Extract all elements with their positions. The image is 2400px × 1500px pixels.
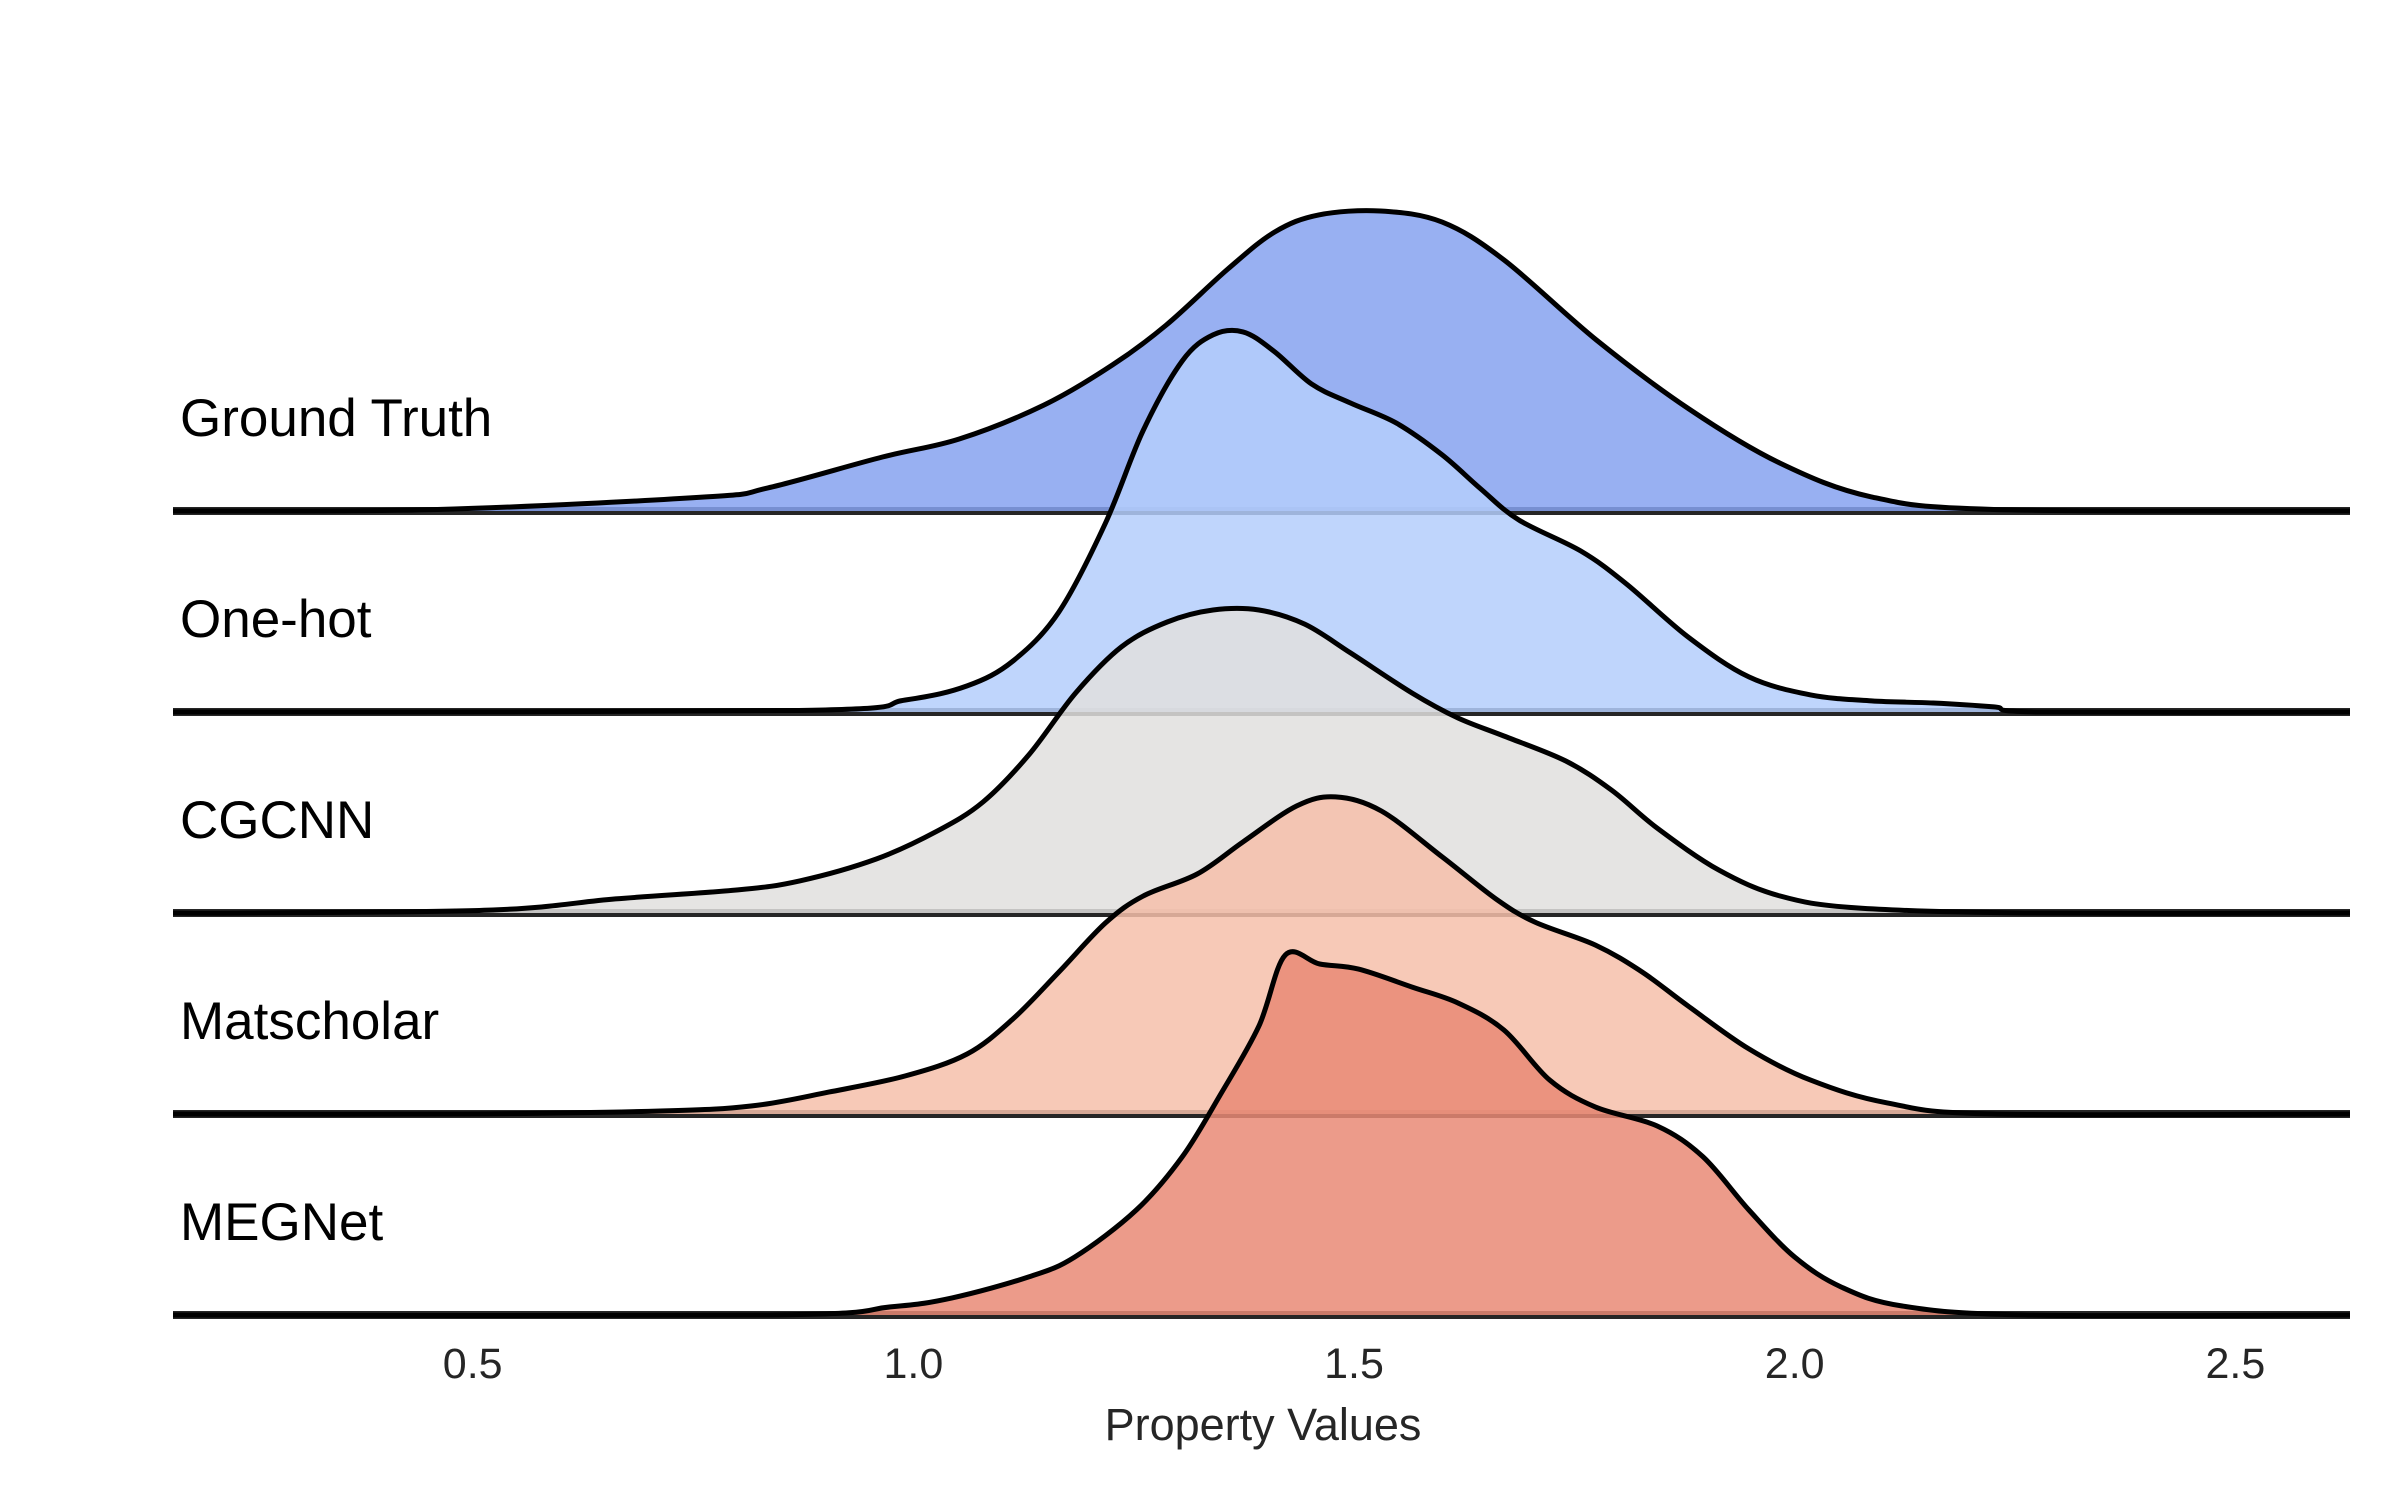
ridge-fill-cgcnn (173, 608, 2350, 914)
ridge-one-hot (172, 327, 2351, 715)
x-tick-label: 2.5 (2206, 1340, 2266, 1388)
ridge-outline-one-hot (172, 327, 2351, 715)
ridge-fill-one-hot (173, 330, 2350, 713)
x-tick-label: 1.0 (884, 1340, 944, 1388)
ridge-megnet (172, 949, 2351, 1319)
ridges (172, 208, 2351, 1319)
ridge-outline-ground-truth (172, 208, 2351, 514)
x-axis-label: Property Values (1105, 1399, 1422, 1450)
ridge-outline-matscholar (172, 794, 2351, 1118)
x-tick-label: 2.0 (1765, 1340, 1825, 1388)
row-label-cgcnn: CGCNN (180, 791, 374, 850)
row-label-matscholar: Matscholar (180, 992, 439, 1051)
ridge-fill-megnet (173, 951, 2350, 1316)
row-label-one-hot: One-hot (180, 590, 372, 649)
ridge-cgcnn (172, 605, 2351, 916)
ridge-fill-matscholar (173, 796, 2350, 1115)
ridge-matscholar (172, 794, 2351, 1118)
x-tick-label: 0.5 (443, 1340, 503, 1388)
x-tick-label: 1.5 (1324, 1340, 1384, 1388)
ridge-outline-cgcnn (172, 605, 2351, 916)
row-labels: Ground Truth One-hot CGCNN Matscholar MEGNet (180, 389, 492, 1252)
row-label-megnet: MEGNet (180, 1193, 383, 1252)
ridge-outline-megnet (172, 949, 2351, 1319)
x-axis-ticks: 0.5 1.0 1.5 2.0 2.5 (443, 1340, 2265, 1388)
row-label-ground-truth: Ground Truth (180, 389, 492, 448)
